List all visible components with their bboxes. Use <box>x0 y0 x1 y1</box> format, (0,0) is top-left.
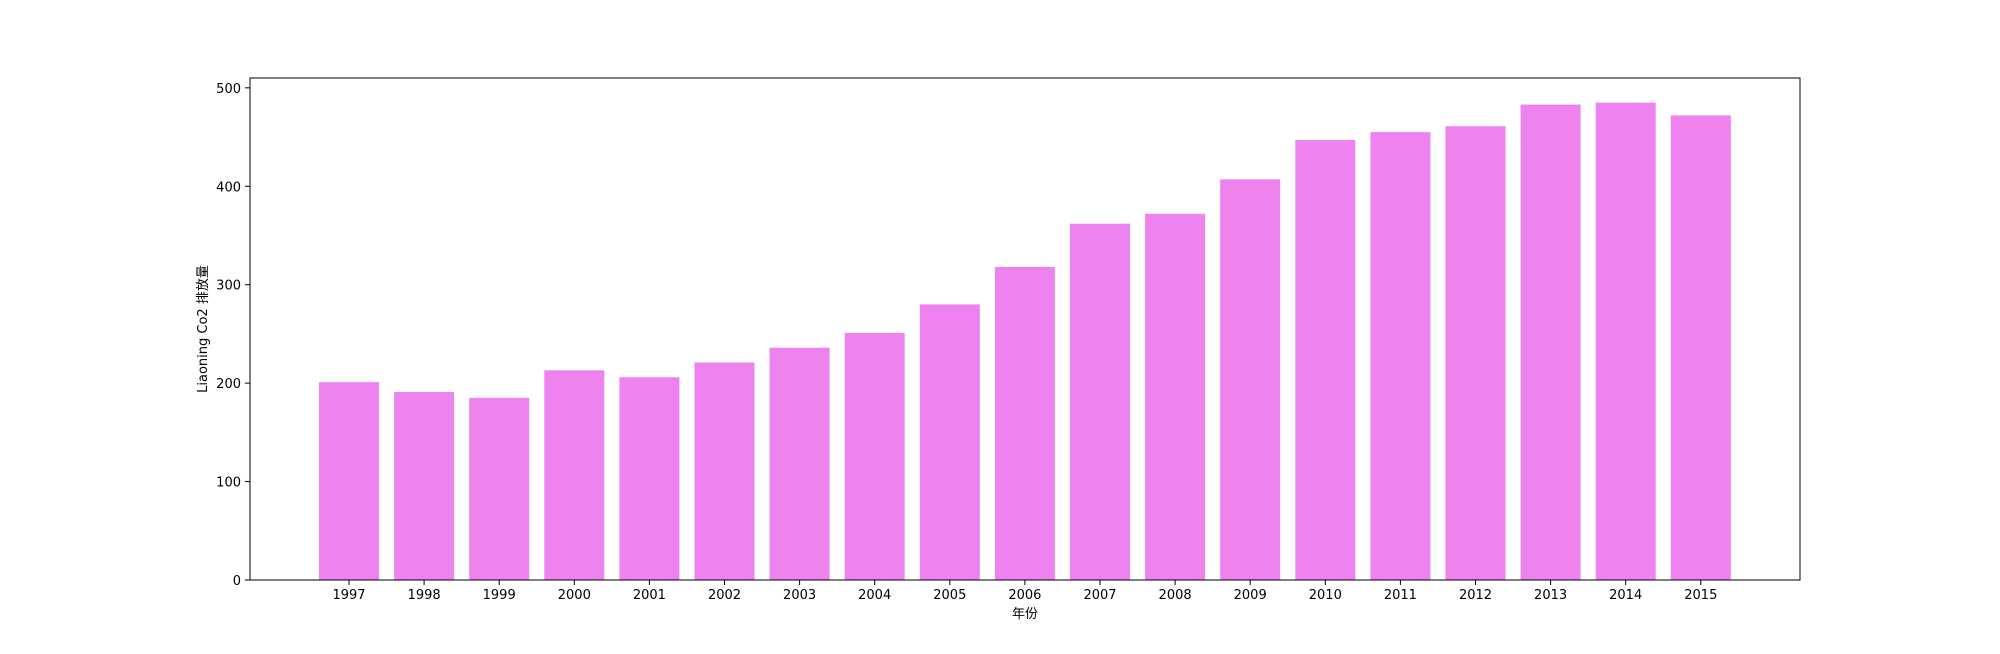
x-tick-label: 2008 <box>1159 588 1192 603</box>
y-tick-label: 0 <box>233 574 241 589</box>
bar-2003 <box>769 347 830 580</box>
bar-2012 <box>1445 126 1506 580</box>
y-tick-label: 400 <box>216 180 241 195</box>
x-tick-label: 2015 <box>1684 588 1717 603</box>
x-axis: 1997 1998 1999 2000 2001 2002 2003 2004 2005 2006… <box>332 580 1717 603</box>
bar-2011 <box>1370 132 1431 580</box>
x-tick-label: 1998 <box>408 588 441 603</box>
bar-2015 <box>1670 115 1731 580</box>
bar-2007 <box>1070 223 1130 580</box>
x-tick-label: 2000 <box>558 588 591 603</box>
bars-layer <box>319 102 1731 580</box>
x-tick-label: 2012 <box>1459 588 1492 603</box>
bar-2000 <box>544 370 605 580</box>
x-tick-label: 2005 <box>933 588 966 603</box>
x-tick-label: 2004 <box>858 588 891 603</box>
x-tick-label: 2006 <box>1008 588 1041 603</box>
x-tick-label: 2009 <box>1234 588 1267 603</box>
x-tick-label: 2013 <box>1534 588 1567 603</box>
bar-2013 <box>1520 104 1581 580</box>
x-tick-label: 2010 <box>1309 588 1342 603</box>
bar-2006 <box>994 266 1055 580</box>
bar-2008 <box>1145 213 1206 580</box>
x-tick-label: 2003 <box>783 588 816 603</box>
y-tick-label: 100 <box>216 476 241 491</box>
y-tick-label: 500 <box>216 82 241 97</box>
bar-2001 <box>619 377 680 580</box>
bar-2004 <box>844 332 905 580</box>
x-tick-label: 2001 <box>633 588 666 603</box>
bar-2005 <box>919 304 980 580</box>
bar-2010 <box>1295 140 1356 580</box>
x-tick-label: 2002 <box>708 588 741 603</box>
y-tick-label: 200 <box>216 377 241 392</box>
bar-2009 <box>1220 179 1281 580</box>
bar-1998 <box>394 391 455 580</box>
bar-1999 <box>469 397 530 580</box>
x-tick-label: 2011 <box>1384 588 1417 603</box>
bar-2002 <box>694 362 755 580</box>
y-tick-label: 300 <box>216 279 241 294</box>
x-axis-title: 年份 <box>1012 607 1038 622</box>
bar-1997 <box>319 382 379 580</box>
x-tick-label: 2014 <box>1609 588 1642 603</box>
y-axis-title: Liaoning Co2 排放量 <box>196 265 211 393</box>
x-tick-label: 1999 <box>483 588 516 603</box>
y-axis: 0 100 200 300 400 500 <box>216 82 250 589</box>
x-tick-label: 1997 <box>332 588 365 603</box>
bar-2014 <box>1595 102 1656 580</box>
x-tick-label: 2007 <box>1083 588 1116 603</box>
